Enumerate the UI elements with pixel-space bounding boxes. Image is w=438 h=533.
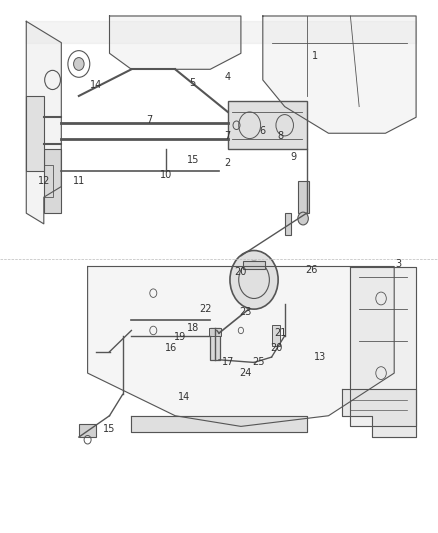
Text: 13: 13 — [314, 352, 326, 362]
Circle shape — [230, 251, 278, 309]
Bar — [243, 261, 265, 269]
Text: 2: 2 — [225, 158, 231, 167]
Circle shape — [74, 58, 84, 70]
Text: 4: 4 — [225, 72, 231, 82]
Text: 15: 15 — [103, 424, 116, 434]
Bar — [44, 165, 53, 197]
Text: 17: 17 — [222, 358, 234, 367]
Text: 8: 8 — [277, 131, 283, 141]
Text: 7: 7 — [146, 115, 152, 125]
Bar — [79, 424, 96, 437]
Text: 23: 23 — [239, 307, 251, 317]
Text: 10: 10 — [160, 170, 173, 180]
Polygon shape — [350, 266, 416, 426]
Bar — [228, 101, 307, 149]
Text: 14: 14 — [90, 80, 102, 90]
Text: 5: 5 — [190, 78, 196, 87]
Bar — [209, 328, 221, 336]
Text: 15: 15 — [187, 155, 199, 165]
Polygon shape — [263, 16, 416, 133]
Bar — [44, 149, 61, 213]
Text: 11: 11 — [73, 176, 85, 186]
Polygon shape — [110, 16, 241, 69]
Text: 6: 6 — [260, 126, 266, 135]
Text: 12: 12 — [38, 176, 50, 186]
Text: 19: 19 — [173, 332, 186, 342]
Polygon shape — [131, 416, 307, 432]
Polygon shape — [342, 389, 416, 437]
Text: 21: 21 — [274, 328, 286, 338]
Text: 14: 14 — [178, 392, 190, 402]
Text: 3: 3 — [396, 259, 402, 269]
Circle shape — [298, 212, 308, 225]
Text: 18: 18 — [187, 323, 199, 333]
Bar — [298, 181, 309, 213]
Polygon shape — [88, 266, 394, 426]
Text: 1: 1 — [312, 51, 318, 61]
Bar — [272, 325, 280, 346]
Text: 16: 16 — [165, 343, 177, 352]
Text: 22: 22 — [200, 304, 212, 314]
Text: 9: 9 — [290, 152, 297, 162]
Text: 20: 20 — [235, 267, 247, 277]
Text: 24: 24 — [239, 368, 251, 378]
Text: 25: 25 — [252, 358, 265, 367]
Bar — [26, 96, 44, 171]
Text: 7: 7 — [225, 131, 231, 141]
Text: 20: 20 — [270, 343, 282, 352]
Polygon shape — [26, 21, 61, 224]
Bar — [210, 328, 220, 360]
Bar — [285, 213, 291, 235]
Text: 26: 26 — [305, 265, 317, 275]
